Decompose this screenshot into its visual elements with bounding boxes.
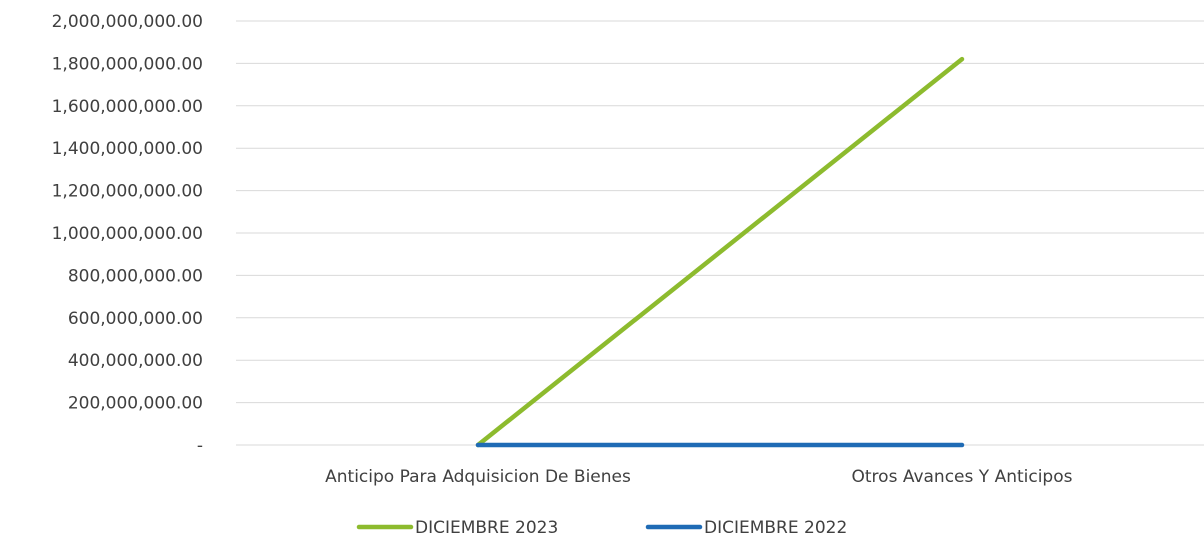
y-tick-label: 1,200,000,000.00 [52, 182, 203, 202]
series-lines [475, 56, 965, 448]
y-tick-label: 1,800,000,000.00 [52, 54, 203, 74]
y-tick-label: 200,000,000.00 [68, 394, 203, 414]
legend: DICIEMBRE 2023 DICIEMBRE 2022 [356, 518, 847, 538]
x-axis-category-labels: Anticipo Para Adquisicion De Bienes Otros… [325, 467, 1072, 487]
x-category-label: Otros Avances Y Anticipos [852, 467, 1073, 487]
gridlines [236, 20, 1204, 446]
y-tick-label: 600,000,000.00 [68, 309, 203, 329]
y-tick-label: 1,000,000,000.00 [52, 224, 203, 244]
y-tick-label: 2,000,000,000.00 [52, 12, 203, 32]
legend-label: DICIEMBRE 2023 [415, 518, 558, 538]
y-tick-label: 1,600,000,000.00 [52, 97, 203, 117]
legend-label: DICIEMBRE 2022 [704, 518, 847, 538]
y-tick-label: 800,000,000.00 [68, 266, 203, 286]
y-axis-tick-labels: - 200,000,000.00 400,000,000.00 600,000,000… [52, 12, 203, 456]
y-tick-label: 400,000,000.00 [68, 351, 203, 371]
y-tick-label: 1,400,000,000.00 [52, 139, 203, 159]
y-tick-label: - [197, 436, 203, 456]
x-category-label: Anticipo Para Adquisicion De Bienes [325, 467, 631, 487]
series-line-0 [475, 56, 965, 448]
